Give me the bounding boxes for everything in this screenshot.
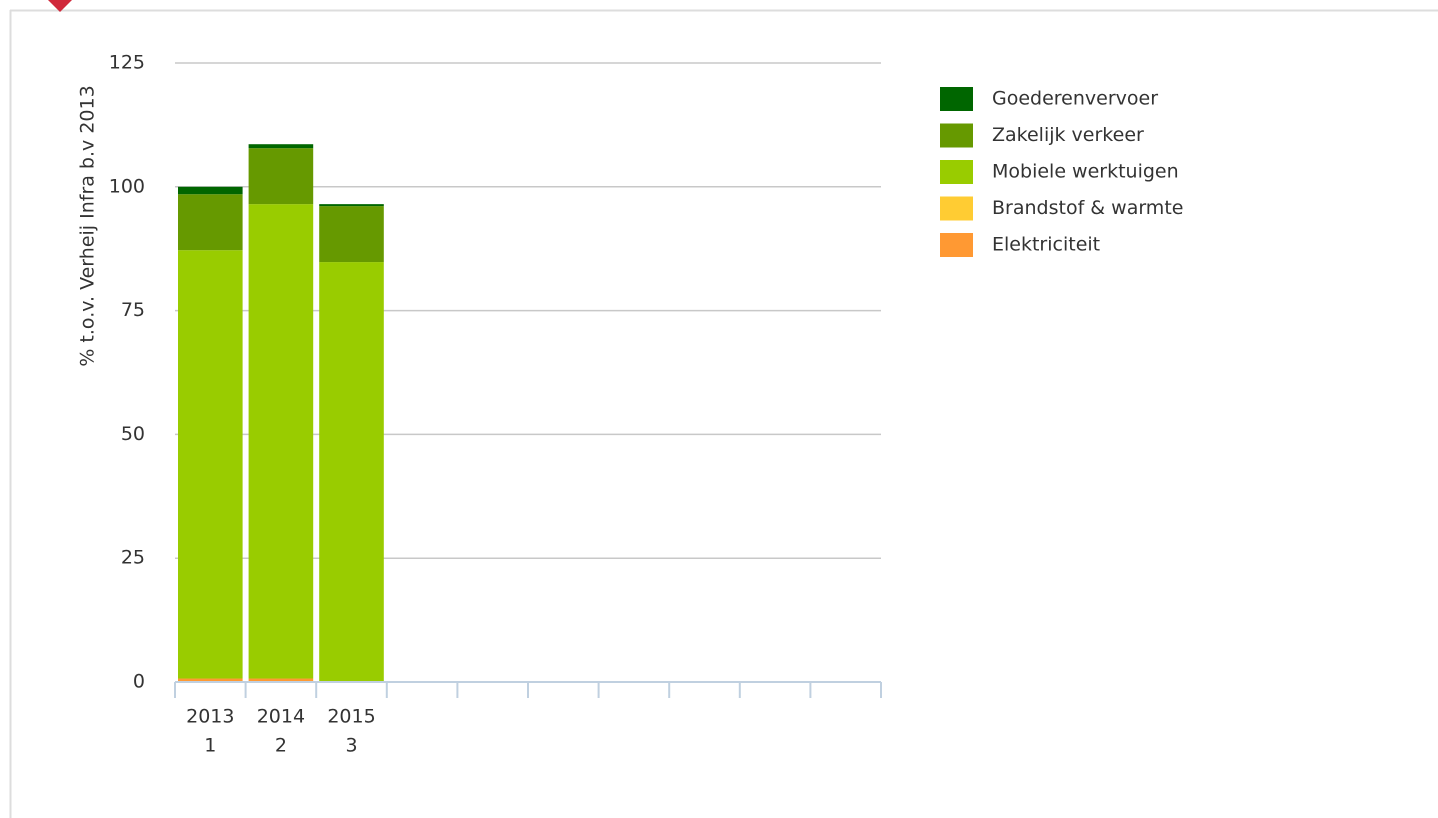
legend-label: Mobiele werktuigen bbox=[992, 161, 1179, 183]
y-axis-label: % t.o.v. Verheij Infra b.v 2013 bbox=[77, 85, 99, 366]
y-tick-label: 75 bbox=[121, 299, 145, 321]
bar-segment bbox=[178, 678, 243, 682]
bar-segment bbox=[178, 194, 243, 251]
bar-segment bbox=[319, 262, 384, 682]
logo-diamond bbox=[48, 0, 72, 12]
legend-swatch bbox=[940, 123, 973, 148]
x-tick-label: 2014 bbox=[257, 706, 305, 728]
y-tick-label: 25 bbox=[121, 547, 145, 569]
x-tick-label: 2013 bbox=[186, 706, 234, 728]
bar-segment bbox=[178, 186, 243, 195]
x-tick-label: 1 bbox=[204, 735, 216, 757]
bar-segment bbox=[319, 206, 384, 263]
legend-label: Goederenvervoer bbox=[992, 88, 1158, 110]
y-tick-label: 0 bbox=[133, 671, 145, 693]
x-tick-label: 2015 bbox=[327, 706, 375, 728]
bar-segment bbox=[248, 144, 314, 149]
legend-swatch bbox=[940, 87, 973, 111]
bar-segment bbox=[248, 204, 314, 679]
bar-segment bbox=[248, 148, 314, 205]
y-tick-label: 50 bbox=[121, 423, 145, 445]
bar-segment bbox=[178, 250, 243, 679]
y-tick-label: 100 bbox=[109, 175, 145, 197]
x-tick-label: 3 bbox=[345, 735, 357, 757]
bar-segment bbox=[248, 678, 314, 682]
legend-swatch bbox=[940, 233, 973, 257]
bar-segment bbox=[319, 204, 384, 207]
legend-label: Zakelijk verkeer bbox=[992, 124, 1144, 146]
legend-swatch bbox=[940, 160, 973, 184]
y-tick-label: 125 bbox=[109, 52, 145, 74]
legend-label: Elektriciteit bbox=[992, 234, 1100, 256]
legend-label: Brandstof & warmte bbox=[992, 197, 1183, 219]
x-tick-label: 2 bbox=[275, 735, 287, 757]
legend-swatch bbox=[940, 196, 973, 221]
